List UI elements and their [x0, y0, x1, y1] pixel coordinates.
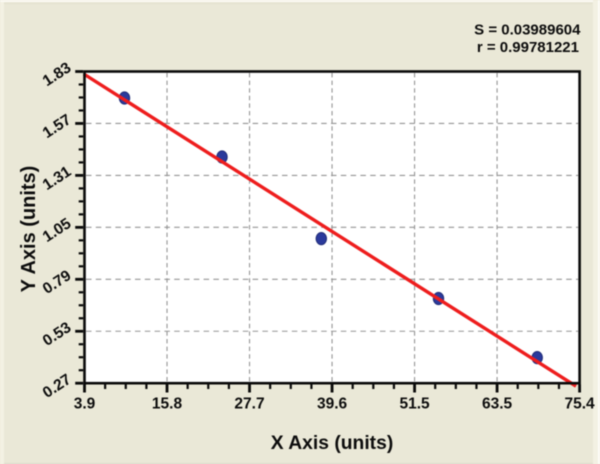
- svg-text:27.7: 27.7: [234, 395, 264, 412]
- svg-text:Y Axis (units): Y Axis (units): [18, 166, 40, 293]
- svg-text:63.5: 63.5: [482, 395, 513, 412]
- svg-text:15.8: 15.8: [152, 395, 183, 412]
- svg-text:75.4: 75.4: [565, 395, 596, 412]
- svg-text:X Axis (units): X Axis (units): [271, 433, 394, 454]
- svg-text:r = 0.99781221: r = 0.99781221: [477, 39, 579, 56]
- svg-text:3.9: 3.9: [74, 395, 96, 412]
- svg-text:39.6: 39.6: [317, 395, 348, 412]
- svg-text:51.5: 51.5: [400, 395, 431, 412]
- svg-text:S = 0.03989604: S = 0.03989604: [474, 22, 581, 39]
